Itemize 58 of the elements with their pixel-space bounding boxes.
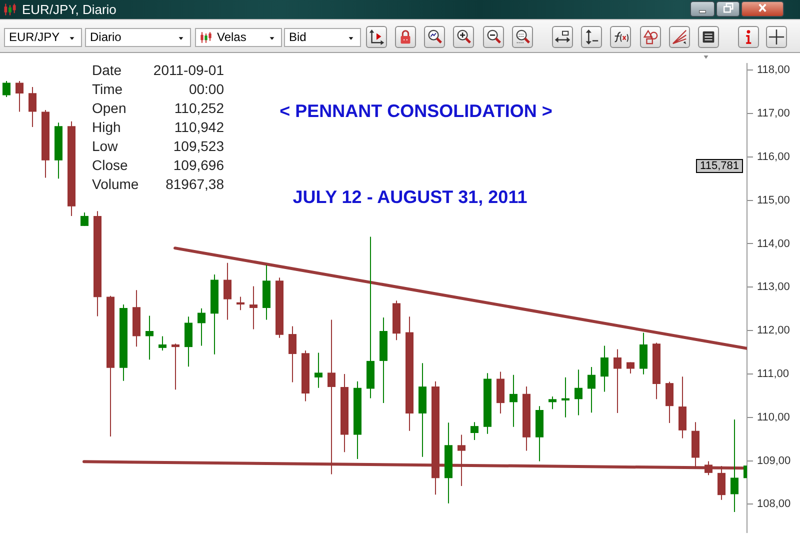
y-tick-label: 115,00 [757, 194, 790, 206]
text: EUR/JPY, Diario [22, 2, 116, 17]
annotation: 110,252 [174, 100, 224, 116]
candlestick [158, 336, 166, 352]
annotation: 00:00 [188, 81, 224, 97]
annotation: Volume [92, 176, 139, 192]
candlestick [600, 345, 608, 392]
text: < PENNANT CONSOLIDATION > [280, 101, 552, 121]
candlestick [146, 315, 154, 360]
dropdown: Velas [195, 28, 282, 47]
y-tick-label: 108,00 [757, 498, 791, 510]
candlestick [198, 308, 206, 346]
annotation: High [92, 119, 121, 135]
candlestick [574, 369, 582, 416]
dropdown: Diario [85, 28, 191, 47]
y-tick-label: 117,00 [757, 108, 790, 120]
candlestick [28, 86, 36, 128]
candlestick [288, 326, 296, 383]
candlestick [80, 212, 88, 226]
candlestick [666, 381, 674, 424]
annotation: Low [92, 138, 118, 154]
candlestick [626, 362, 634, 374]
y-tick-label: 111,00 [757, 368, 790, 380]
candlestick [678, 376, 686, 439]
annotation: 109,523 [173, 138, 224, 154]
annotation: Time [92, 81, 123, 97]
candlestick [588, 366, 596, 414]
candlestick [2, 80, 10, 98]
annotation: 115,781 [696, 159, 743, 173]
annotation: Date [92, 62, 122, 78]
annotation: Open [92, 100, 126, 116]
candlestick [470, 422, 478, 440]
candlestick [314, 352, 322, 388]
candlestick [250, 286, 258, 330]
candlestick [730, 419, 738, 512]
candlestick [172, 343, 180, 390]
annotation: 109,696 [173, 157, 224, 173]
candlestick [562, 376, 570, 418]
candlestick [510, 374, 518, 428]
text: JULY 12 - AUGUST 31, 2011 [292, 187, 528, 207]
y-tick-label: 109,00 [757, 454, 791, 467]
annotation: 2011-09-01 [153, 62, 224, 78]
y-tick-label: 112,00 [757, 324, 790, 337]
y-tick-label: 118,00 [757, 64, 790, 76]
annotation: Close [92, 157, 128, 173]
annotation: 81967,38 [166, 176, 224, 192]
y-tick-label: 110,00 [757, 411, 790, 424]
y-tick-label: 114,00 [757, 238, 790, 250]
y-tick-label: 116,00 [757, 150, 790, 163]
annotation: 110,942 [174, 119, 224, 135]
y-tick-label: 113,00 [757, 281, 790, 294]
candlestick [614, 348, 622, 414]
candlestick [224, 262, 232, 320]
dropdown: Bid [284, 28, 361, 47]
candlestick [16, 80, 24, 112]
candlestick [548, 396, 556, 410]
candlestick [236, 296, 244, 311]
dropdown: EUR/JPY [4, 28, 82, 47]
